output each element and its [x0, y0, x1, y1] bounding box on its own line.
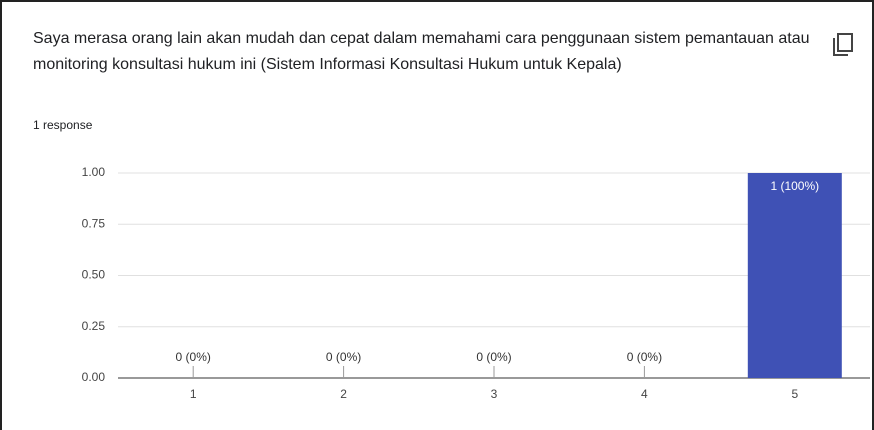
x-tick-label: 2	[340, 387, 347, 401]
x-tick-label: 4	[641, 387, 648, 401]
question-title: Saya merasa orang lain akan mudah dan ce…	[33, 30, 810, 73]
x-tick-label: 5	[791, 387, 798, 401]
data-label: 0 (0%)	[476, 350, 511, 364]
bar	[747, 173, 842, 378]
y-tick-label: 0.25	[82, 319, 106, 333]
data-label: 0 (0%)	[326, 350, 361, 364]
y-tick-label: 1.00	[82, 165, 106, 179]
data-label: 0 (0%)	[176, 350, 211, 364]
y-tick-label: 0.50	[82, 268, 106, 282]
data-label: 0 (0%)	[627, 350, 662, 364]
y-tick-label: 0.00	[82, 370, 106, 384]
x-tick-label: 3	[491, 387, 498, 401]
x-tick-label: 1	[190, 387, 197, 401]
data-label: 1 (100%)	[770, 179, 819, 193]
copy-icon[interactable]	[833, 33, 853, 56]
response-count: 1 response	[33, 118, 93, 132]
y-tick-label: 0.75	[82, 216, 106, 230]
